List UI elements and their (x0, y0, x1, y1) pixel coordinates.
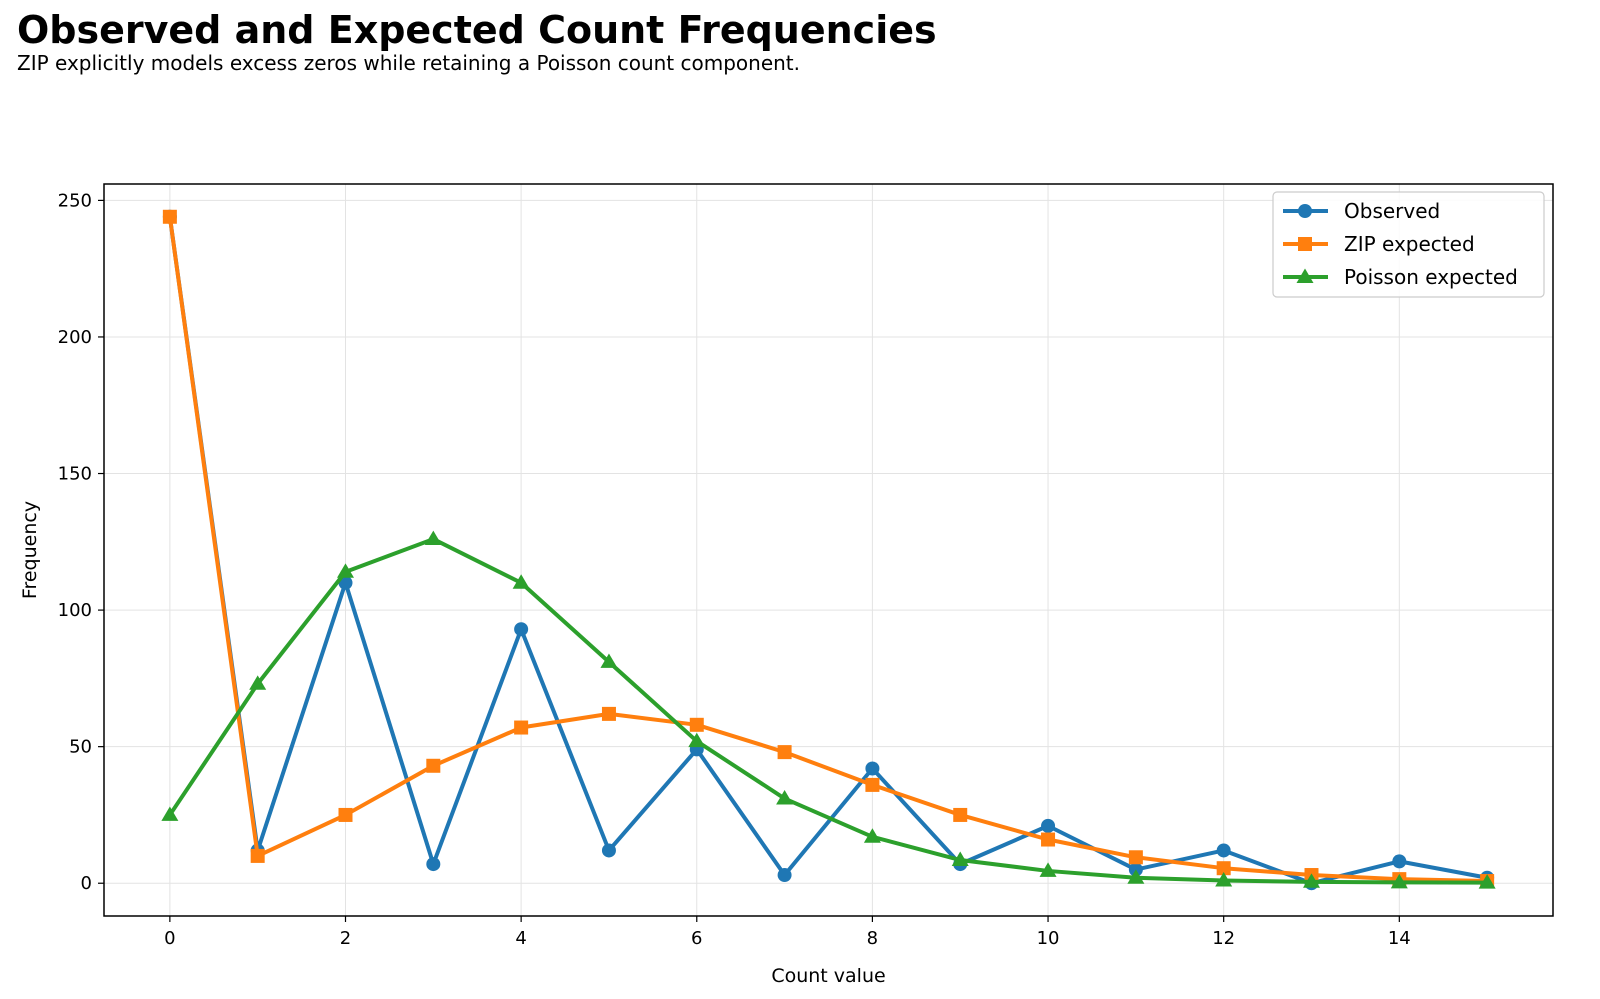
data-point (1478, 874, 1496, 889)
data-point (338, 807, 353, 822)
legend-box (1272, 191, 1545, 298)
legend-entry: Poisson expected (1283, 265, 1518, 289)
y-tick-label: 50 (69, 737, 92, 758)
x-tick-label: 4 (515, 928, 526, 949)
data-point (688, 732, 706, 748)
legend-entry: ZIP expected (1283, 232, 1475, 256)
data-point (162, 209, 177, 224)
axis-ticks: 0 2 4 6 8 10 12 14 0 50 100 150 200 250 (58, 190, 1411, 949)
data-point (601, 843, 616, 858)
data-point (424, 530, 442, 546)
x-tick-label: 14 (1388, 928, 1411, 949)
legend-label: Observed (1344, 199, 1440, 223)
data-point (777, 868, 792, 883)
data-point (1392, 854, 1407, 869)
legend: Observed ZIP expected Poisson expected (1272, 191, 1545, 298)
series-layer (161, 209, 1496, 891)
data-point (600, 653, 618, 668)
data-point (250, 848, 265, 863)
legend-entry: Observed (1283, 199, 1440, 223)
data-point (1041, 832, 1056, 847)
series-zip-expected (162, 209, 1495, 889)
data-point (512, 574, 530, 589)
x-tick-label: 0 (164, 928, 175, 949)
data-point (689, 717, 704, 732)
data-point (514, 622, 529, 637)
chart-title: Observed and Expected Count Frequencies (17, 8, 937, 52)
y-tick-label: 0 (81, 873, 92, 894)
series-observed (162, 209, 1495, 891)
data-point (426, 857, 441, 872)
data-point (863, 828, 881, 843)
y-tick-label: 150 (58, 464, 92, 485)
data-point (1390, 873, 1408, 889)
data-point (601, 706, 616, 721)
y-axis-title: Frequency (19, 501, 41, 599)
x-axis-title: Count value (771, 965, 885, 987)
x-tick-label: 10 (1037, 928, 1060, 949)
chart-subtitle: ZIP explicitly models excess zeros while… (17, 51, 801, 75)
data-point (1216, 843, 1231, 858)
legend-label: Poisson expected (1344, 265, 1518, 289)
y-tick-label: 250 (58, 190, 92, 211)
data-point (1128, 850, 1143, 865)
data-point (1303, 873, 1320, 888)
data-point (514, 720, 529, 735)
data-point (249, 675, 267, 690)
data-point (865, 761, 880, 776)
data-point (161, 806, 179, 821)
legend-label: ZIP expected (1344, 232, 1475, 256)
x-tick-label: 8 (867, 928, 878, 949)
x-tick-label: 6 (691, 928, 702, 949)
plot-frame (103, 183, 1554, 917)
series-line (167, 214, 1490, 884)
data-point (1215, 871, 1233, 887)
grid-lines (104, 184, 1553, 916)
data-point (426, 758, 441, 773)
data-point (337, 563, 354, 578)
data-point (1039, 862, 1057, 877)
y-tick-label: 100 (58, 600, 92, 621)
data-point (1041, 818, 1056, 833)
legend-marker (1298, 237, 1312, 251)
series-line (167, 537, 1490, 885)
data-point (953, 807, 968, 822)
legend-marker (1296, 268, 1314, 283)
data-point (1127, 869, 1145, 884)
series-poisson-expected (161, 530, 1496, 889)
data-point (865, 777, 880, 792)
series-line (167, 214, 1490, 886)
y-tick-label: 200 (58, 327, 92, 348)
data-point (1216, 861, 1231, 876)
legend-marker (1298, 204, 1312, 218)
data-point (951, 851, 969, 866)
data-point (777, 745, 792, 760)
data-point (776, 790, 794, 805)
x-tick-label: 12 (1212, 928, 1235, 949)
x-tick-label: 2 (340, 928, 351, 949)
